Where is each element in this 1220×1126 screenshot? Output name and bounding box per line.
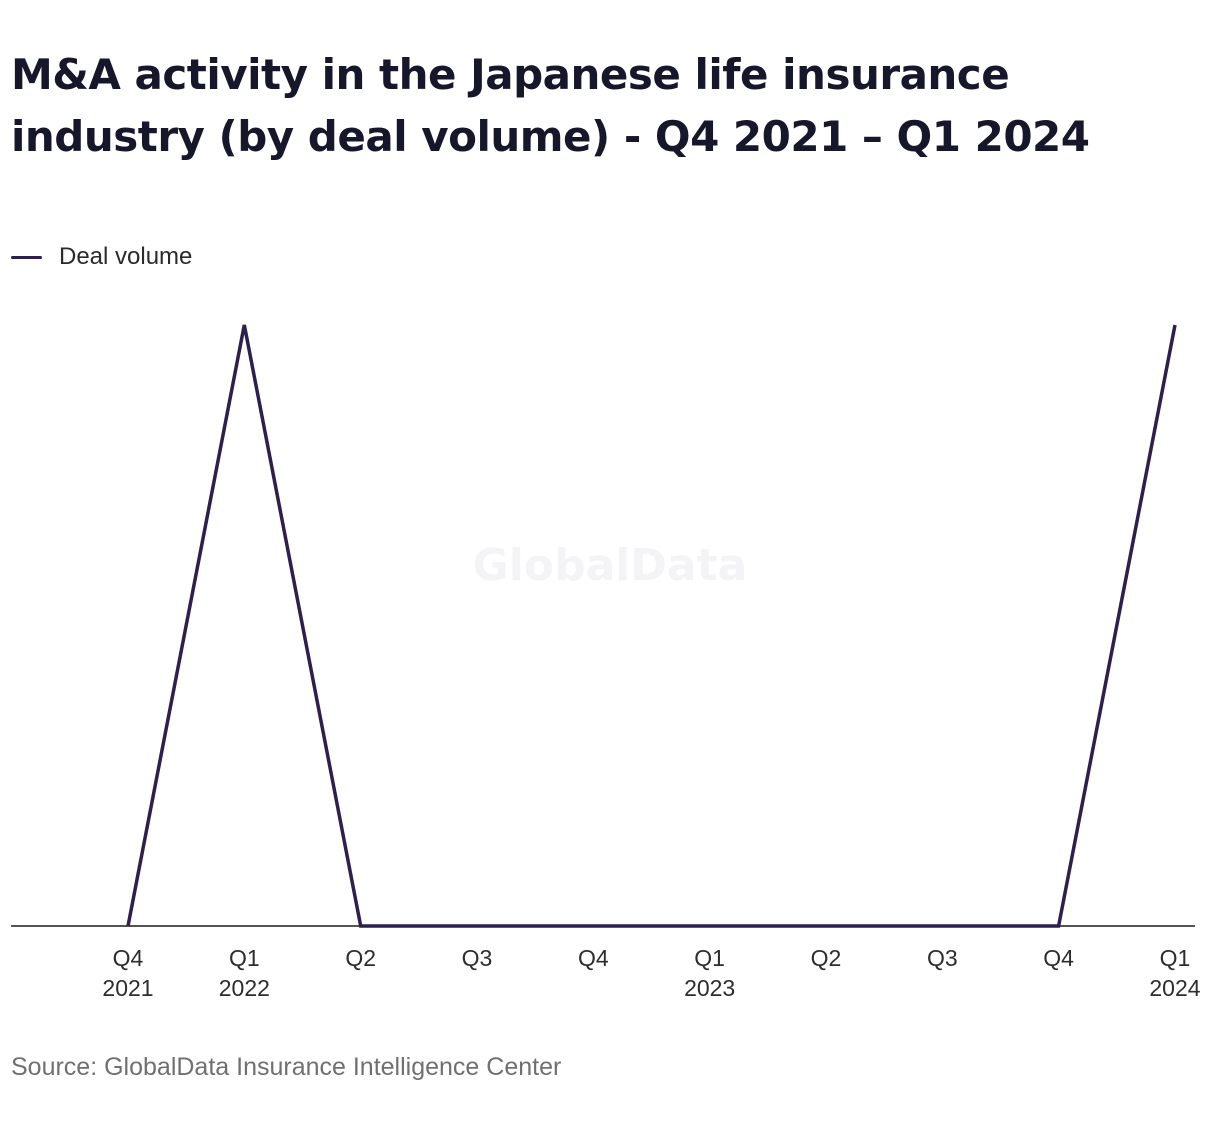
- legend: Deal volume: [11, 242, 192, 272]
- x-tick-label: Q3: [462, 945, 493, 971]
- x-tick-label: Q2: [811, 945, 842, 971]
- x-tick-label: Q3: [927, 945, 958, 971]
- x-tick-label: Q2: [345, 945, 376, 971]
- watermark-text: GlobalData: [473, 540, 748, 591]
- x-tick-label: Q1: [1160, 945, 1191, 971]
- legend-line-swatch: [11, 255, 42, 259]
- x-tick-year-label: 2021: [102, 975, 153, 1001]
- series-line-deal-volume: [126, 324, 1177, 928]
- x-tick-label: Q1: [694, 945, 725, 971]
- x-tick-year-label: 2023: [684, 975, 735, 1001]
- x-tick-label: Q1: [229, 945, 260, 971]
- chart-title: M&A activity in the Japanese life insura…: [11, 50, 1090, 161]
- source-note: Source: GlobalData Insurance Intelligenc…: [11, 1053, 562, 1081]
- series-lines: [126, 324, 1177, 928]
- legend-label-deal-volume: Deal volume: [59, 243, 193, 270]
- x-axis-ticks: Q4 2021 Q1 2022 Q2 Q3 Q4 Q1 2023 Q2 Q3 Q4 Q1 2024: [102, 945, 1200, 1001]
- x-tick-label: Q4: [1043, 945, 1074, 971]
- x-tick-year-label: 2022: [219, 975, 270, 1001]
- x-tick-label: Q4: [113, 945, 144, 971]
- x-tick-year-label: 2024: [1149, 975, 1200, 1001]
- x-tick-label: Q4: [578, 945, 609, 971]
